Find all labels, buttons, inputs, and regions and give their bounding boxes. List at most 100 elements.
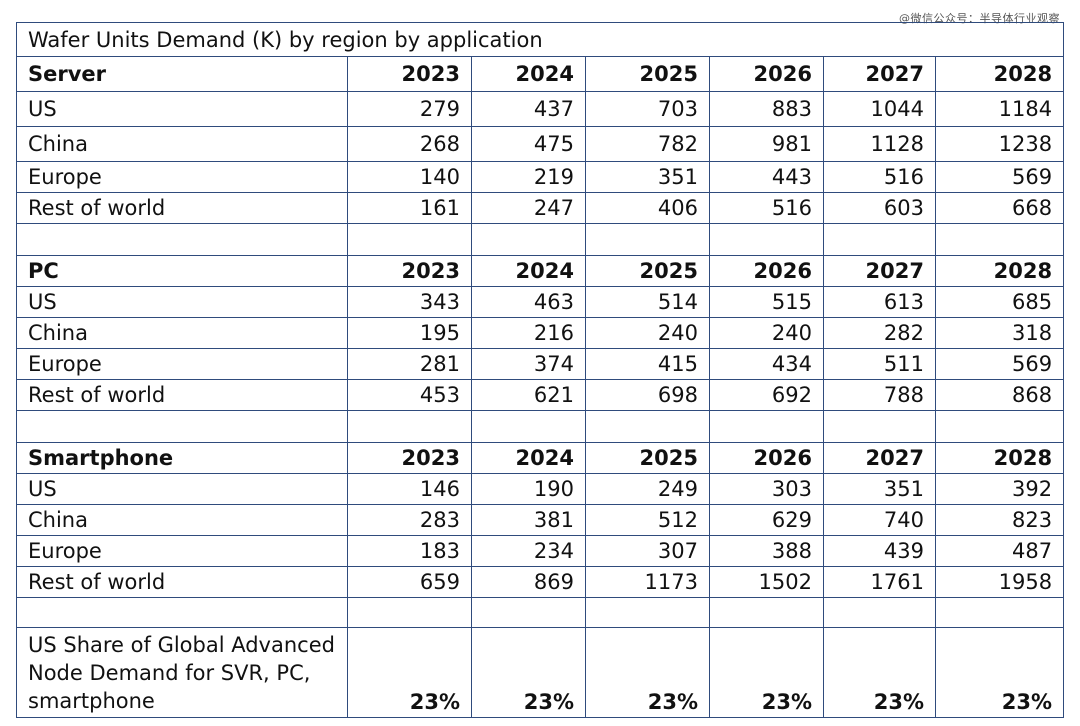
table-row: Europe 140 219 351 443 516 569	[16, 161, 1065, 193]
value-cell: 351	[823, 473, 936, 505]
empty-cell	[934, 223, 1065, 256]
value-cell: 1761	[823, 566, 936, 598]
table-row: China 195 216 240 240 282 318	[16, 317, 1065, 349]
value-cell: 868	[934, 379, 1065, 411]
value-cell: 392	[934, 473, 1065, 505]
empty-cell	[823, 597, 936, 628]
region-label: Rest of world	[16, 192, 348, 224]
region-label: Europe	[16, 348, 348, 380]
empty-cell	[347, 597, 472, 628]
region-label: Rest of world	[16, 379, 348, 411]
table-row: Europe 281 374 415 434 511 569	[16, 348, 1065, 380]
us-share-value: 23%	[709, 627, 824, 718]
us-share-value: 23%	[347, 627, 472, 718]
year-header: 2026	[709, 255, 824, 287]
empty-cell	[347, 223, 472, 256]
year-header: 2025	[585, 442, 710, 474]
value-cell: 516	[823, 161, 936, 193]
value-cell: 788	[823, 379, 936, 411]
value-cell: 406	[585, 192, 710, 224]
value-cell: 183	[347, 535, 472, 567]
table-row: US 343 463 514 515 613 685	[16, 286, 1065, 318]
value-cell: 883	[709, 91, 824, 127]
empty-cell	[471, 597, 586, 628]
value-cell: 475	[471, 126, 586, 162]
section-header-row: Smartphone 2023 2024 2025 2026 2027 2028	[16, 442, 1065, 474]
empty-cell	[823, 410, 936, 443]
section-name: Server	[16, 56, 348, 92]
year-header: 2027	[823, 255, 936, 287]
value-cell: 195	[347, 317, 472, 349]
value-cell: 240	[709, 317, 824, 349]
year-header: 2025	[585, 56, 710, 92]
value-cell: 247	[471, 192, 586, 224]
empty-cell	[934, 410, 1065, 443]
value-cell: 613	[823, 286, 936, 318]
value-cell: 190	[471, 473, 586, 505]
empty-cell	[585, 597, 710, 628]
region-label: US	[16, 473, 348, 505]
empty-cell	[471, 410, 586, 443]
year-header: 2027	[823, 56, 936, 92]
value-cell: 161	[347, 192, 472, 224]
value-cell: 668	[934, 192, 1065, 224]
us-share-value: 23%	[471, 627, 586, 718]
empty-cell	[585, 223, 710, 256]
empty-cell	[709, 597, 824, 628]
value-cell: 1044	[823, 91, 936, 127]
spacer-row	[16, 410, 1065, 443]
table-title: Wafer Units Demand (K) by region by appl…	[15, 22, 1065, 57]
value-cell: 685	[934, 286, 1065, 318]
empty-cell	[934, 597, 1065, 628]
value-cell: 216	[471, 317, 586, 349]
value-cell: 318	[934, 317, 1065, 349]
value-cell: 869	[471, 566, 586, 598]
us-share-value: 23%	[823, 627, 936, 718]
region-label: Europe	[16, 535, 348, 567]
spacer-row	[16, 223, 1065, 256]
empty-cell	[585, 410, 710, 443]
value-cell: 1238	[934, 126, 1065, 162]
section-header-row: Server 2023 2024 2025 2026 2027 2028	[16, 56, 1065, 92]
value-cell: 279	[347, 91, 472, 127]
year-header: 2028	[934, 56, 1065, 92]
value-cell: 234	[471, 535, 586, 567]
value-cell: 1184	[934, 91, 1065, 127]
empty-cell	[16, 223, 348, 256]
year-header: 2028	[934, 255, 1065, 287]
value-cell: 629	[709, 504, 824, 536]
empty-cell	[709, 223, 824, 256]
value-cell: 782	[585, 126, 710, 162]
value-cell: 569	[934, 161, 1065, 193]
region-label: China	[16, 504, 348, 536]
value-cell: 740	[823, 504, 936, 536]
year-header: 2025	[585, 255, 710, 287]
spacer-row	[16, 597, 1065, 628]
watermark-text: @微信公众号：半导体行业观察	[899, 12, 1060, 25]
region-label: US	[16, 91, 348, 127]
value-cell: 463	[471, 286, 586, 318]
value-cell: 140	[347, 161, 472, 193]
value-cell: 515	[709, 286, 824, 318]
wafer-demand-table: Wafer Units Demand (K) by region by appl…	[15, 22, 1065, 718]
value-cell: 249	[585, 473, 710, 505]
value-cell: 621	[471, 379, 586, 411]
us-share-row: US Share of Global Advanced Node Demand …	[16, 627, 1065, 718]
value-cell: 569	[934, 348, 1065, 380]
region-label: Rest of world	[16, 566, 348, 598]
value-cell: 692	[709, 379, 824, 411]
region-label: China	[16, 317, 348, 349]
value-cell: 1173	[585, 566, 710, 598]
value-cell: 240	[585, 317, 710, 349]
year-header: 2024	[471, 56, 586, 92]
value-cell: 343	[347, 286, 472, 318]
value-cell: 823	[934, 504, 1065, 536]
empty-cell	[16, 410, 348, 443]
year-header: 2024	[471, 255, 586, 287]
table-row: Rest of world 659 869 1173 1502 1761 1958	[16, 566, 1065, 598]
value-cell: 434	[709, 348, 824, 380]
value-cell: 437	[471, 91, 586, 127]
value-cell: 381	[471, 504, 586, 536]
value-cell: 374	[471, 348, 586, 380]
value-cell: 514	[585, 286, 710, 318]
